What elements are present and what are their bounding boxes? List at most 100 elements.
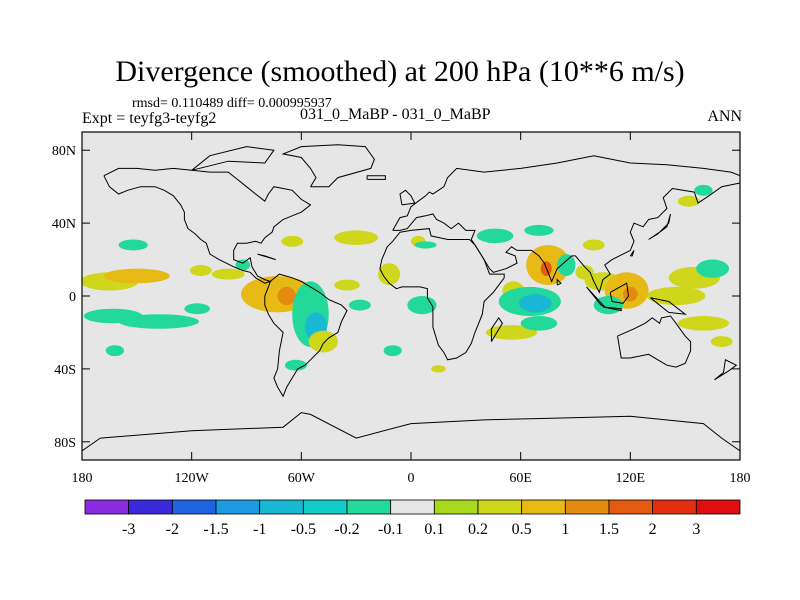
colorbar-swatch — [302, 499, 348, 515]
contour-fill-layer — [82, 184, 733, 373]
coastline — [399, 189, 416, 206]
contour-region — [414, 241, 437, 249]
coastline — [617, 315, 692, 368]
rmsd-stats: rmsd= 0.110489 diff= 0.000995937 — [132, 96, 332, 111]
experiment-label: Expt = teyfg3-teyfg2 — [82, 110, 217, 127]
contour-region — [623, 286, 638, 302]
colorbar-label: -3 — [122, 521, 135, 538]
contour-region — [189, 265, 212, 276]
coastline — [191, 146, 275, 171]
colorbar-label: -0.1 — [378, 521, 403, 538]
coastline — [714, 359, 738, 381]
contour-region — [211, 268, 245, 280]
contour-region — [677, 195, 700, 207]
contour-region — [378, 263, 401, 286]
coastline — [602, 306, 622, 312]
coastline — [586, 286, 606, 308]
contour-region — [308, 330, 338, 353]
colorbar-label: -1.5 — [203, 521, 228, 538]
coastline — [103, 167, 312, 284]
contour-region — [518, 294, 552, 313]
colorbar-swatch — [521, 499, 566, 515]
contour-region — [520, 316, 558, 331]
coastline — [281, 144, 375, 188]
colorbar-swatch — [128, 499, 173, 515]
chart-title: Divergence (smoothed) at 200 hPa (10**6 … — [115, 55, 685, 88]
contour-region — [524, 224, 554, 236]
colorbar-swatch — [564, 499, 610, 515]
colorbar-label: -0.5 — [291, 521, 316, 538]
x-tick-label: 120E — [616, 471, 646, 486]
contour-region — [646, 286, 706, 306]
contour-region — [431, 365, 446, 373]
colorbar-label: 2 — [649, 521, 657, 538]
y-axis: 80N 40N 0 40S 80S — [52, 144, 740, 451]
x-tick-label: 0 — [408, 471, 415, 486]
contour-region — [334, 230, 379, 245]
contour-region — [184, 303, 210, 315]
case-label: 031_0_MaBP - 031_0_MaBP — [300, 106, 491, 123]
coastline — [609, 282, 630, 304]
coastline — [82, 412, 740, 460]
contour-region — [557, 254, 576, 276]
contour-region — [105, 345, 125, 357]
contour-region — [694, 184, 713, 196]
coastline — [264, 273, 348, 398]
contour-region — [103, 268, 170, 284]
y-tick-label: 80N — [52, 144, 76, 159]
colorbar-swatch — [171, 499, 217, 515]
y-tick-label: 80S — [54, 436, 76, 451]
colorbar-swatch — [433, 499, 479, 515]
coastline-layer — [82, 144, 740, 460]
contour-region — [284, 359, 307, 371]
coastline — [490, 317, 503, 342]
y-tick-label: 0 — [69, 290, 76, 305]
colorbar-swatch — [477, 499, 523, 515]
coastline — [392, 155, 740, 294]
x-tick-label: 180 — [72, 471, 93, 486]
colorbar: -3 -2 -1.5 -1 -0.5 -0.2 -0.1 0.1 0.2 0.5 1 1.5 2 3 — [84, 499, 741, 538]
colorbar-label: 3 — [692, 521, 700, 538]
x-tick-label: 60E — [509, 471, 532, 486]
coastline — [257, 253, 276, 261]
y-tick-label: 40S — [54, 363, 76, 378]
colorbar-swatch — [346, 499, 392, 515]
x-tick-label: 120W — [175, 471, 210, 486]
colorbar-label: 0.5 — [512, 521, 532, 538]
coastline — [366, 175, 386, 180]
colorbar-swatch — [695, 499, 741, 515]
colorbar-label: 1 — [561, 521, 569, 538]
contour-region — [677, 316, 730, 331]
x-axis: 180 120W 60W 0 60E 120E 180 — [72, 132, 751, 486]
colorbar-swatch — [608, 499, 654, 515]
contour-region — [348, 299, 371, 311]
colorbar-swatch — [215, 499, 261, 515]
contour-region — [582, 239, 605, 251]
colorbar-label: 1.5 — [599, 521, 619, 538]
colorbar-label: -2 — [166, 521, 179, 538]
contour-region — [118, 239, 148, 251]
coastline — [629, 250, 635, 257]
colorbar-swatch — [84, 499, 130, 515]
colorbar-swatch — [390, 499, 435, 515]
y-tick-label: 40N — [52, 217, 76, 232]
x-tick-label: 60W — [288, 471, 316, 486]
colorbar-swatch — [259, 499, 304, 515]
colorbar-label: -1 — [253, 521, 266, 538]
contour-region — [281, 235, 304, 247]
x-tick-label: 180 — [730, 471, 751, 486]
contour-region — [383, 345, 402, 357]
contour-region — [696, 259, 730, 278]
coastline — [556, 278, 562, 286]
contour-region — [118, 314, 199, 329]
contour-region — [277, 286, 296, 306]
colorbar-label: 0.2 — [468, 521, 488, 538]
coastline — [648, 213, 671, 240]
coastline — [379, 228, 505, 361]
contour-region — [710, 336, 733, 348]
contour-region — [334, 279, 360, 291]
contour-region — [593, 296, 624, 315]
colorbar-label: 0.1 — [424, 521, 444, 538]
coastline — [650, 297, 687, 315]
